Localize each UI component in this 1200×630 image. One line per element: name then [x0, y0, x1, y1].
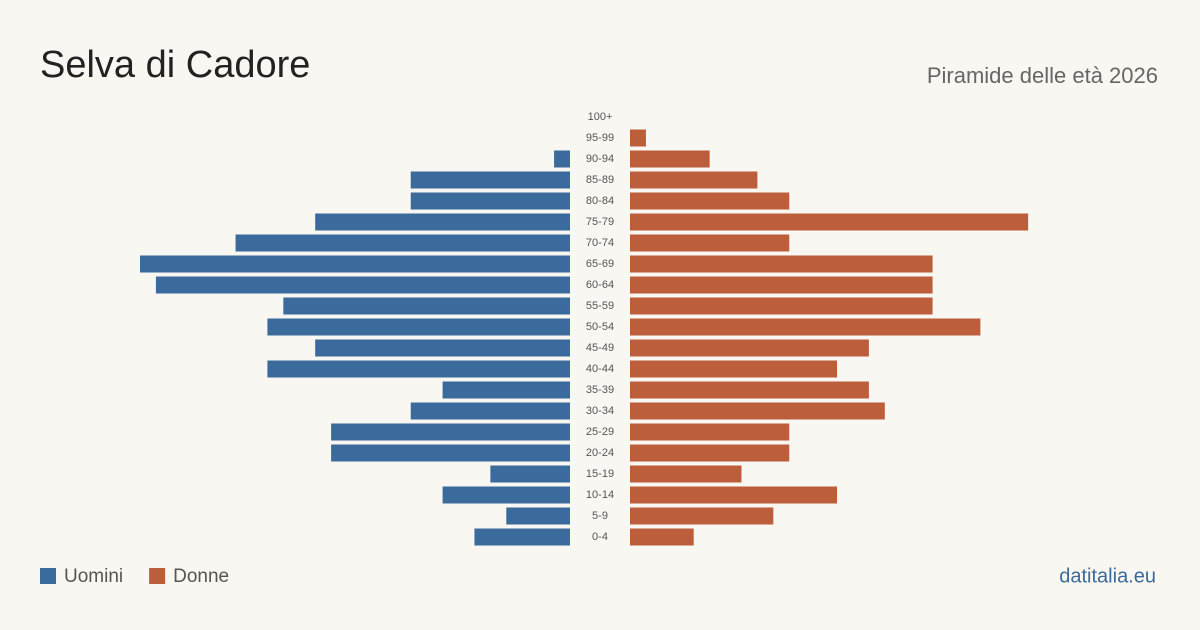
bar	[506, 507, 570, 525]
chart-title: Selva di Cadore	[40, 44, 310, 86]
age-label: 15-19	[586, 468, 614, 480]
bar	[630, 318, 981, 336]
bar	[630, 402, 885, 420]
age-label: 60-64	[586, 279, 614, 291]
age-label: 50-54	[586, 321, 614, 333]
bar	[630, 276, 933, 294]
age-label: 0-4	[592, 531, 608, 543]
bar	[410, 171, 570, 189]
bar	[630, 213, 1029, 231]
bar	[442, 486, 570, 504]
bar	[630, 150, 710, 168]
bar	[554, 150, 570, 168]
age-label: 75-79	[586, 216, 614, 228]
age-label: 20-24	[586, 447, 614, 459]
bar	[140, 255, 570, 273]
age-label: 30-34	[586, 405, 614, 417]
bar	[630, 339, 869, 357]
age-label: 10-14	[586, 489, 614, 501]
age-label: 55-59	[586, 300, 614, 312]
bar	[410, 402, 570, 420]
bar	[283, 297, 570, 315]
legend-label: Donne	[173, 566, 229, 587]
bar	[235, 234, 571, 252]
bar	[630, 528, 694, 546]
bar	[630, 465, 742, 483]
bar	[630, 444, 790, 462]
source: datitalia.eu	[1059, 565, 1156, 587]
bar	[410, 192, 570, 210]
bar	[630, 360, 838, 378]
age-label: 35-39	[586, 384, 614, 396]
bar	[155, 276, 571, 294]
bar	[630, 297, 933, 315]
legend-swatch	[40, 568, 56, 584]
age-label: 65-69	[586, 258, 614, 270]
chart-subtitle: Piramide delle età 2026	[927, 63, 1158, 88]
bar	[474, 528, 570, 546]
bar	[630, 423, 790, 441]
bar	[630, 507, 774, 525]
bar	[630, 171, 758, 189]
age-label: 40-44	[586, 363, 614, 375]
bar	[267, 318, 570, 336]
bar	[630, 192, 790, 210]
legend-label: Uomini	[64, 566, 123, 587]
bar	[630, 486, 838, 504]
bar	[442, 381, 570, 399]
bar	[267, 360, 570, 378]
age-label: 85-89	[586, 174, 614, 186]
age-label: 5-9	[592, 510, 608, 522]
bar	[630, 129, 646, 147]
age-label: 100+	[588, 111, 613, 123]
age-label: 80-84	[586, 195, 614, 207]
bar	[630, 255, 933, 273]
bar	[630, 234, 790, 252]
age-label: 25-29	[586, 426, 614, 438]
legend-swatch	[149, 568, 166, 584]
age-label: 70-74	[586, 237, 614, 249]
bar	[490, 465, 570, 483]
bar	[331, 423, 570, 441]
bar	[630, 381, 869, 399]
age-label: 95-99	[586, 132, 614, 144]
age-label: 45-49	[586, 342, 614, 354]
bar	[331, 444, 570, 462]
bar	[315, 339, 570, 357]
age-label: 90-94	[586, 153, 614, 165]
bar	[315, 213, 570, 231]
